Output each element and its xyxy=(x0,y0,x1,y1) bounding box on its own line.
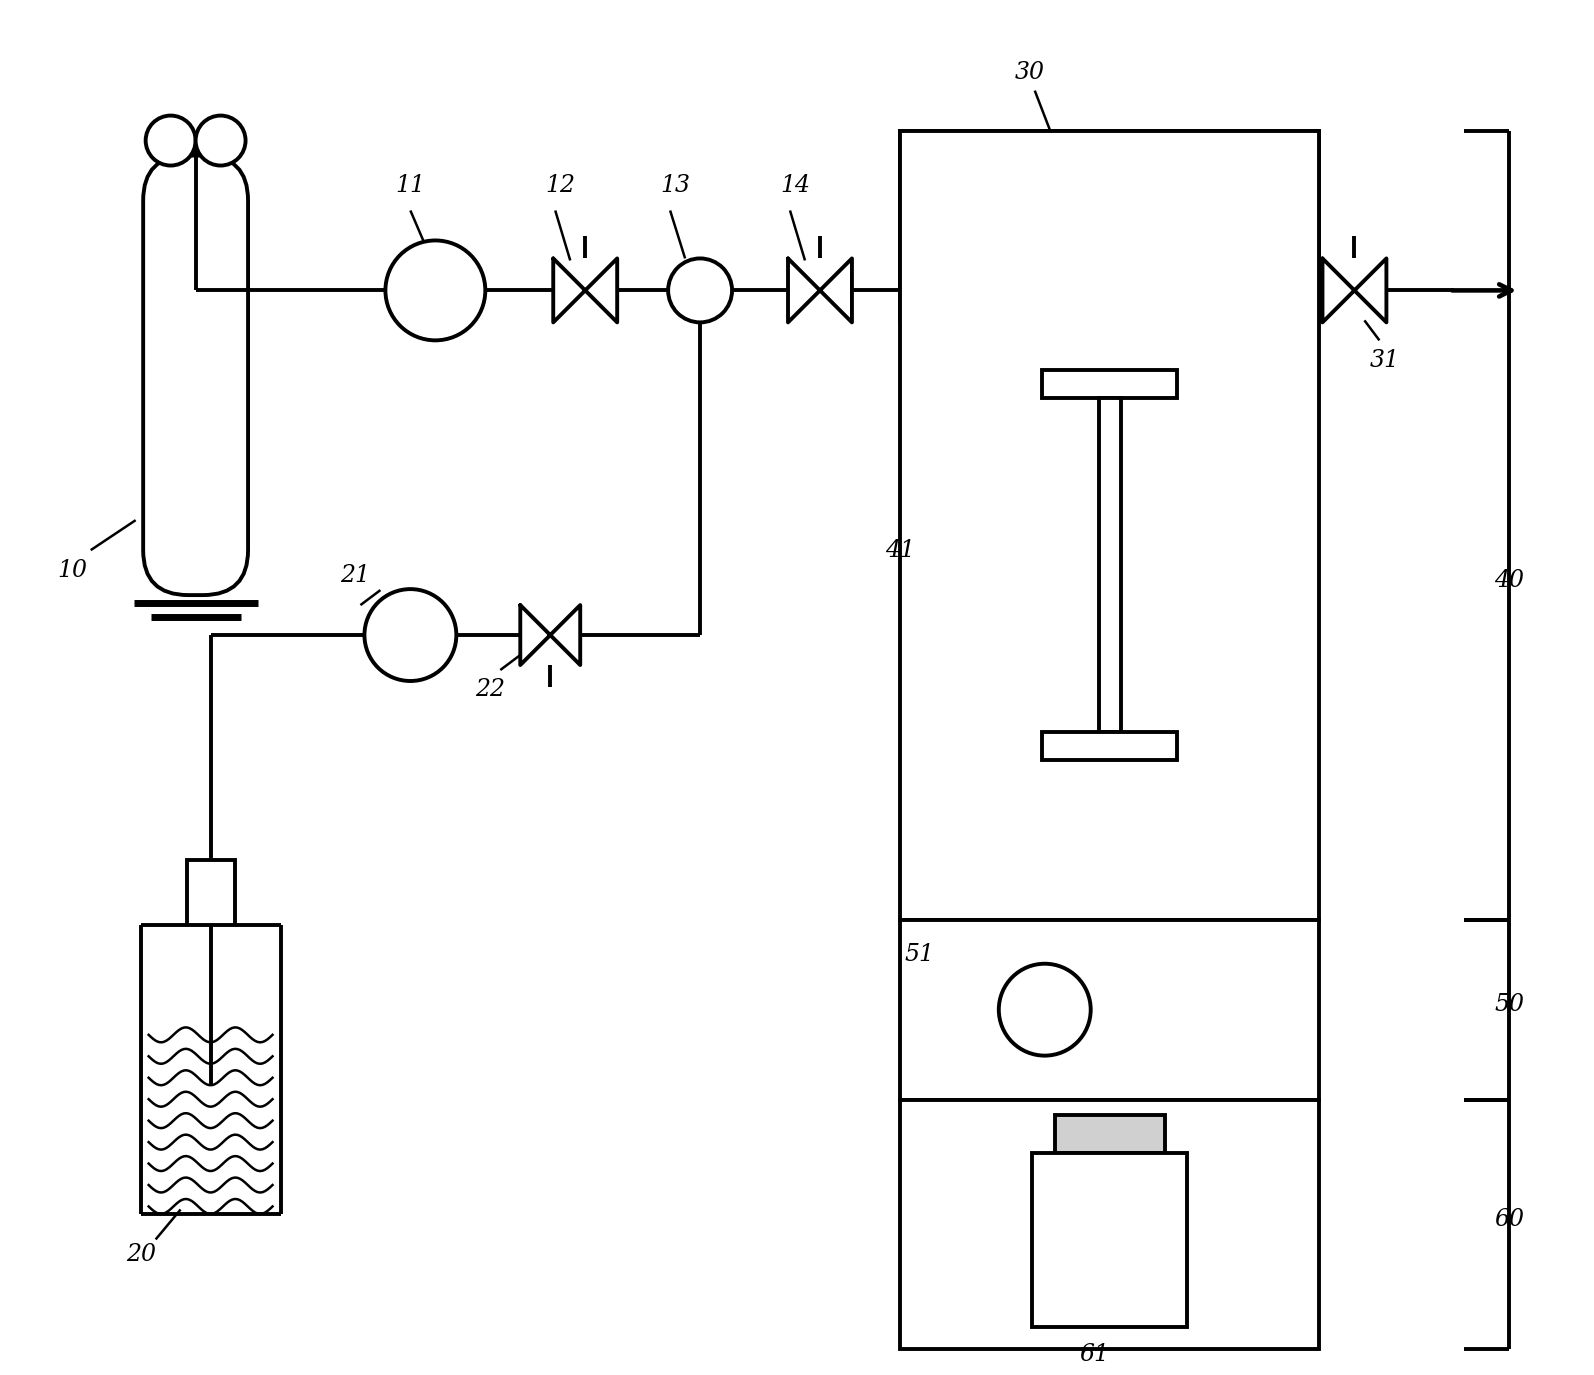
Circle shape xyxy=(365,588,456,681)
Bar xyxy=(901,920,1320,1100)
Text: 22: 22 xyxy=(475,678,505,701)
Text: 13: 13 xyxy=(660,175,690,197)
Text: 40: 40 xyxy=(1494,569,1524,591)
Text: 61: 61 xyxy=(1079,1343,1109,1365)
Bar xyxy=(901,1100,1320,1349)
Bar xyxy=(1042,732,1176,760)
Circle shape xyxy=(145,116,196,165)
Bar xyxy=(1042,370,1176,399)
Bar xyxy=(901,131,1320,920)
FancyBboxPatch shape xyxy=(143,155,249,595)
Text: 12: 12 xyxy=(545,175,575,197)
Text: 60: 60 xyxy=(1494,1209,1524,1231)
Text: 11: 11 xyxy=(395,175,426,197)
Bar xyxy=(1098,399,1121,732)
Circle shape xyxy=(196,116,245,165)
Bar xyxy=(1033,1152,1188,1327)
Circle shape xyxy=(386,241,485,341)
Text: 31: 31 xyxy=(1369,349,1400,371)
Text: 51: 51 xyxy=(905,943,934,967)
Text: 41: 41 xyxy=(885,539,915,561)
Text: 10: 10 xyxy=(57,558,88,582)
Text: 50: 50 xyxy=(1494,993,1524,1016)
Bar xyxy=(955,165,1245,320)
Text: 14: 14 xyxy=(779,175,810,197)
Text: 21: 21 xyxy=(341,564,370,587)
Bar xyxy=(901,131,1320,320)
Text: 20: 20 xyxy=(126,1243,156,1266)
Circle shape xyxy=(668,258,732,322)
Bar xyxy=(1055,1115,1165,1152)
Text: 30: 30 xyxy=(1015,60,1044,84)
Bar xyxy=(186,859,234,925)
Circle shape xyxy=(999,964,1090,1056)
